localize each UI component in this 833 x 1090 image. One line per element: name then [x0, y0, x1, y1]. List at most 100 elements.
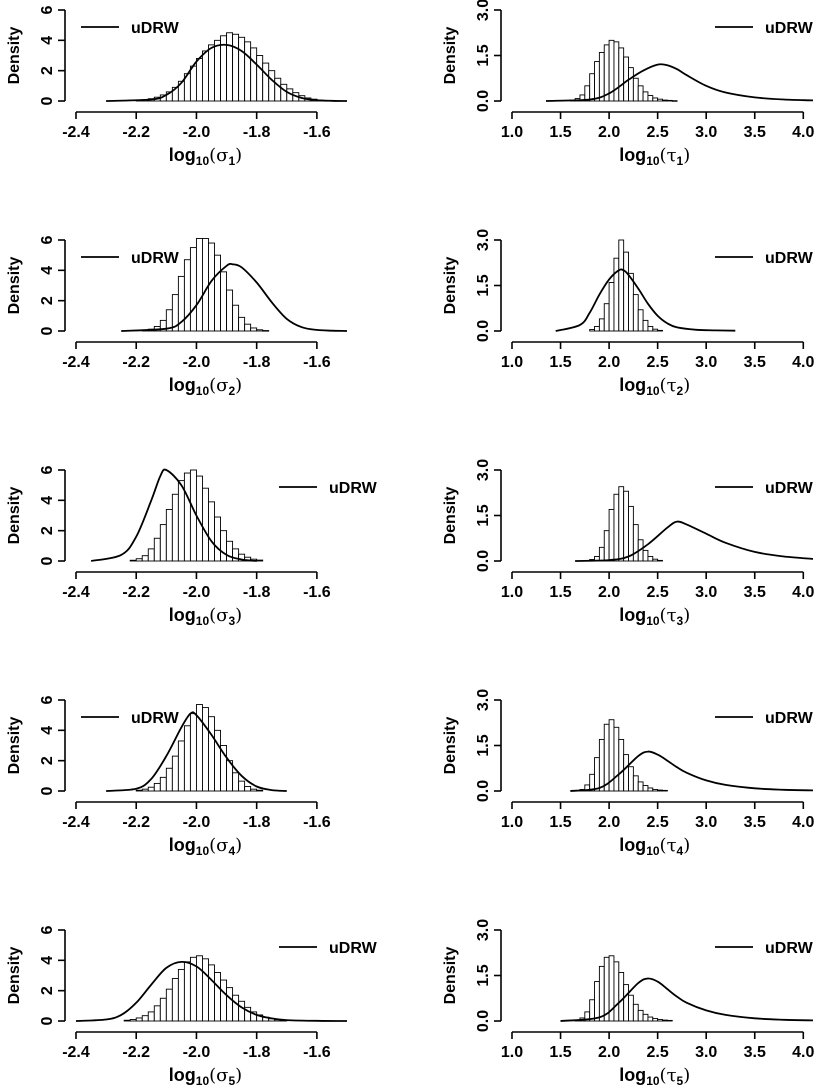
- x-label-paren: ): [235, 835, 242, 856]
- y-axis: 0.0 1.5 3.0: [475, 229, 502, 342]
- histogram-bar: [594, 757, 600, 792]
- y-tick-label: 4: [39, 496, 56, 505]
- histogram-bar: [232, 772, 240, 792]
- histogram-bar: [232, 994, 240, 1022]
- y-axis-label: Density: [442, 947, 459, 1005]
- x-axis-label: log10(σ4): [169, 835, 242, 858]
- x-label-index: 3: [677, 614, 684, 628]
- histogram-bar: [129, 559, 137, 562]
- legend: uDRW: [715, 480, 814, 497]
- histogram-bar: [603, 530, 610, 562]
- legend: uDRW: [81, 710, 180, 727]
- y-tick-label: 2: [39, 526, 56, 535]
- panel-sigma-2: -2.4 -2.2 -2.0 -1.8 -1.60246Densitylog10(σ2)…: [6, 235, 348, 398]
- x-label-index: 5: [228, 1074, 235, 1088]
- x-label-index: 4: [677, 844, 684, 858]
- x-axis-label: log10(σ5): [169, 1065, 242, 1088]
- histogram-bar: [628, 67, 634, 102]
- histogram-bar: [666, 1019, 673, 1022]
- y-tick-label: 4: [39, 726, 56, 735]
- x-tick-label: -2.0: [183, 584, 211, 601]
- x-tick-label: 3.5: [744, 814, 766, 831]
- legend-label: uDRW: [765, 250, 814, 267]
- y-tick-label: 6: [39, 235, 56, 244]
- y-tick-label: 1.5: [475, 964, 492, 986]
- x-tick-label: -2.4: [62, 354, 90, 371]
- histogram-bar: [623, 251, 629, 332]
- x-label-prefix: log: [619, 1065, 646, 1085]
- y-axis: 0 2 4 6: [39, 5, 66, 105]
- histogram-bar: [657, 98, 663, 102]
- histogram-bar: [608, 508, 615, 562]
- y-tick-label: 4: [39, 266, 56, 275]
- histogram-bar: [608, 282, 615, 332]
- histogram-bar: [153, 537, 161, 562]
- y-tick-label: 0.0: [475, 320, 492, 342]
- x-tick-label: 1.5: [549, 354, 571, 371]
- x-label-paren: ): [683, 1065, 690, 1086]
- x-label-base: 10: [196, 614, 210, 628]
- histogram-bar: [613, 493, 620, 562]
- legend: uDRW: [81, 250, 180, 267]
- histogram-bar: [183, 961, 191, 1022]
- x-axis-label: log10(σ1): [169, 145, 242, 168]
- histogram-bar: [220, 530, 228, 562]
- x-label-paren: (: [209, 375, 216, 396]
- x-tick-label: 1.0: [501, 124, 523, 141]
- x-tick-label: 2.5: [647, 1044, 669, 1061]
- y-tick-label: 2: [39, 66, 56, 75]
- y-tick-label: 0: [39, 326, 56, 335]
- histogram-bar: [202, 958, 209, 1022]
- x-tick-label: -2.0: [183, 1044, 211, 1061]
- y-axis-label: Density: [442, 717, 459, 775]
- histogram-bar: [159, 997, 167, 1022]
- histogram-bar: [603, 723, 610, 792]
- histogram-bar: [647, 787, 654, 792]
- y-axis-label: Density: [442, 487, 459, 545]
- density-curve-udrw: [555, 268, 736, 332]
- histogram-bar: [141, 1015, 149, 1022]
- histogram-bar: [183, 472, 191, 562]
- x-label-prefix: log: [619, 145, 646, 165]
- x-tick-label: 3.0: [695, 1044, 717, 1061]
- histogram-bar: [657, 789, 663, 792]
- y-axis: 0.0 1.5 3.0: [475, 0, 502, 112]
- density-curve-udrw: [575, 520, 814, 562]
- x-label-paren: ): [683, 835, 690, 856]
- histogram-bar: [208, 242, 215, 332]
- histogram-bar: [613, 257, 620, 332]
- x-tick-label: -2.4: [62, 124, 90, 141]
- histogram-bar: [642, 549, 649, 562]
- histogram-bar: [220, 271, 228, 332]
- x-axis: -2.4 -2.2 -2.0 -1.8 -1.6: [62, 571, 331, 601]
- legend-label: uDRW: [131, 250, 180, 267]
- x-label-paren: ): [235, 605, 242, 626]
- histogram-bar: [232, 304, 240, 332]
- histogram-bar: [165, 508, 173, 562]
- histogram-bar: [632, 524, 639, 562]
- x-label-index: 3: [228, 614, 235, 628]
- histogram-bar: [647, 95, 654, 102]
- y-tick-label: 3.0: [475, 919, 492, 941]
- y-tick-label: 0.0: [475, 90, 492, 112]
- histogram-bar: [613, 726, 620, 792]
- panel-sigma-1: -2.4 -2.2 -2.0 -1.8 -1.6 0 2 4 6 Density log10(σ1)…: [6, 5, 348, 168]
- x-tick-label: -2.0: [183, 354, 211, 371]
- y-axis-label: Density: [442, 257, 459, 315]
- y-tick-label: 6: [39, 925, 56, 934]
- histogram-bar: [250, 327, 258, 332]
- legend-label: uDRW: [329, 940, 378, 957]
- x-label-paren: (: [660, 605, 667, 626]
- histogram-bar: [238, 316, 246, 332]
- histogram-bar: [183, 259, 191, 332]
- x-label-base: 10: [196, 1074, 210, 1088]
- histogram-bar: [262, 62, 270, 102]
- x-axis-label: log10(τ5): [619, 1065, 690, 1088]
- y-axis: 0 2 4 6: [39, 925, 66, 1025]
- x-label-base: 10: [646, 384, 660, 398]
- histogram: [141, 238, 270, 332]
- histogram-bar: [598, 52, 605, 102]
- y-tick-label: 4: [39, 36, 56, 45]
- histogram-bar: [652, 97, 659, 102]
- legend: uDRW: [279, 480, 378, 497]
